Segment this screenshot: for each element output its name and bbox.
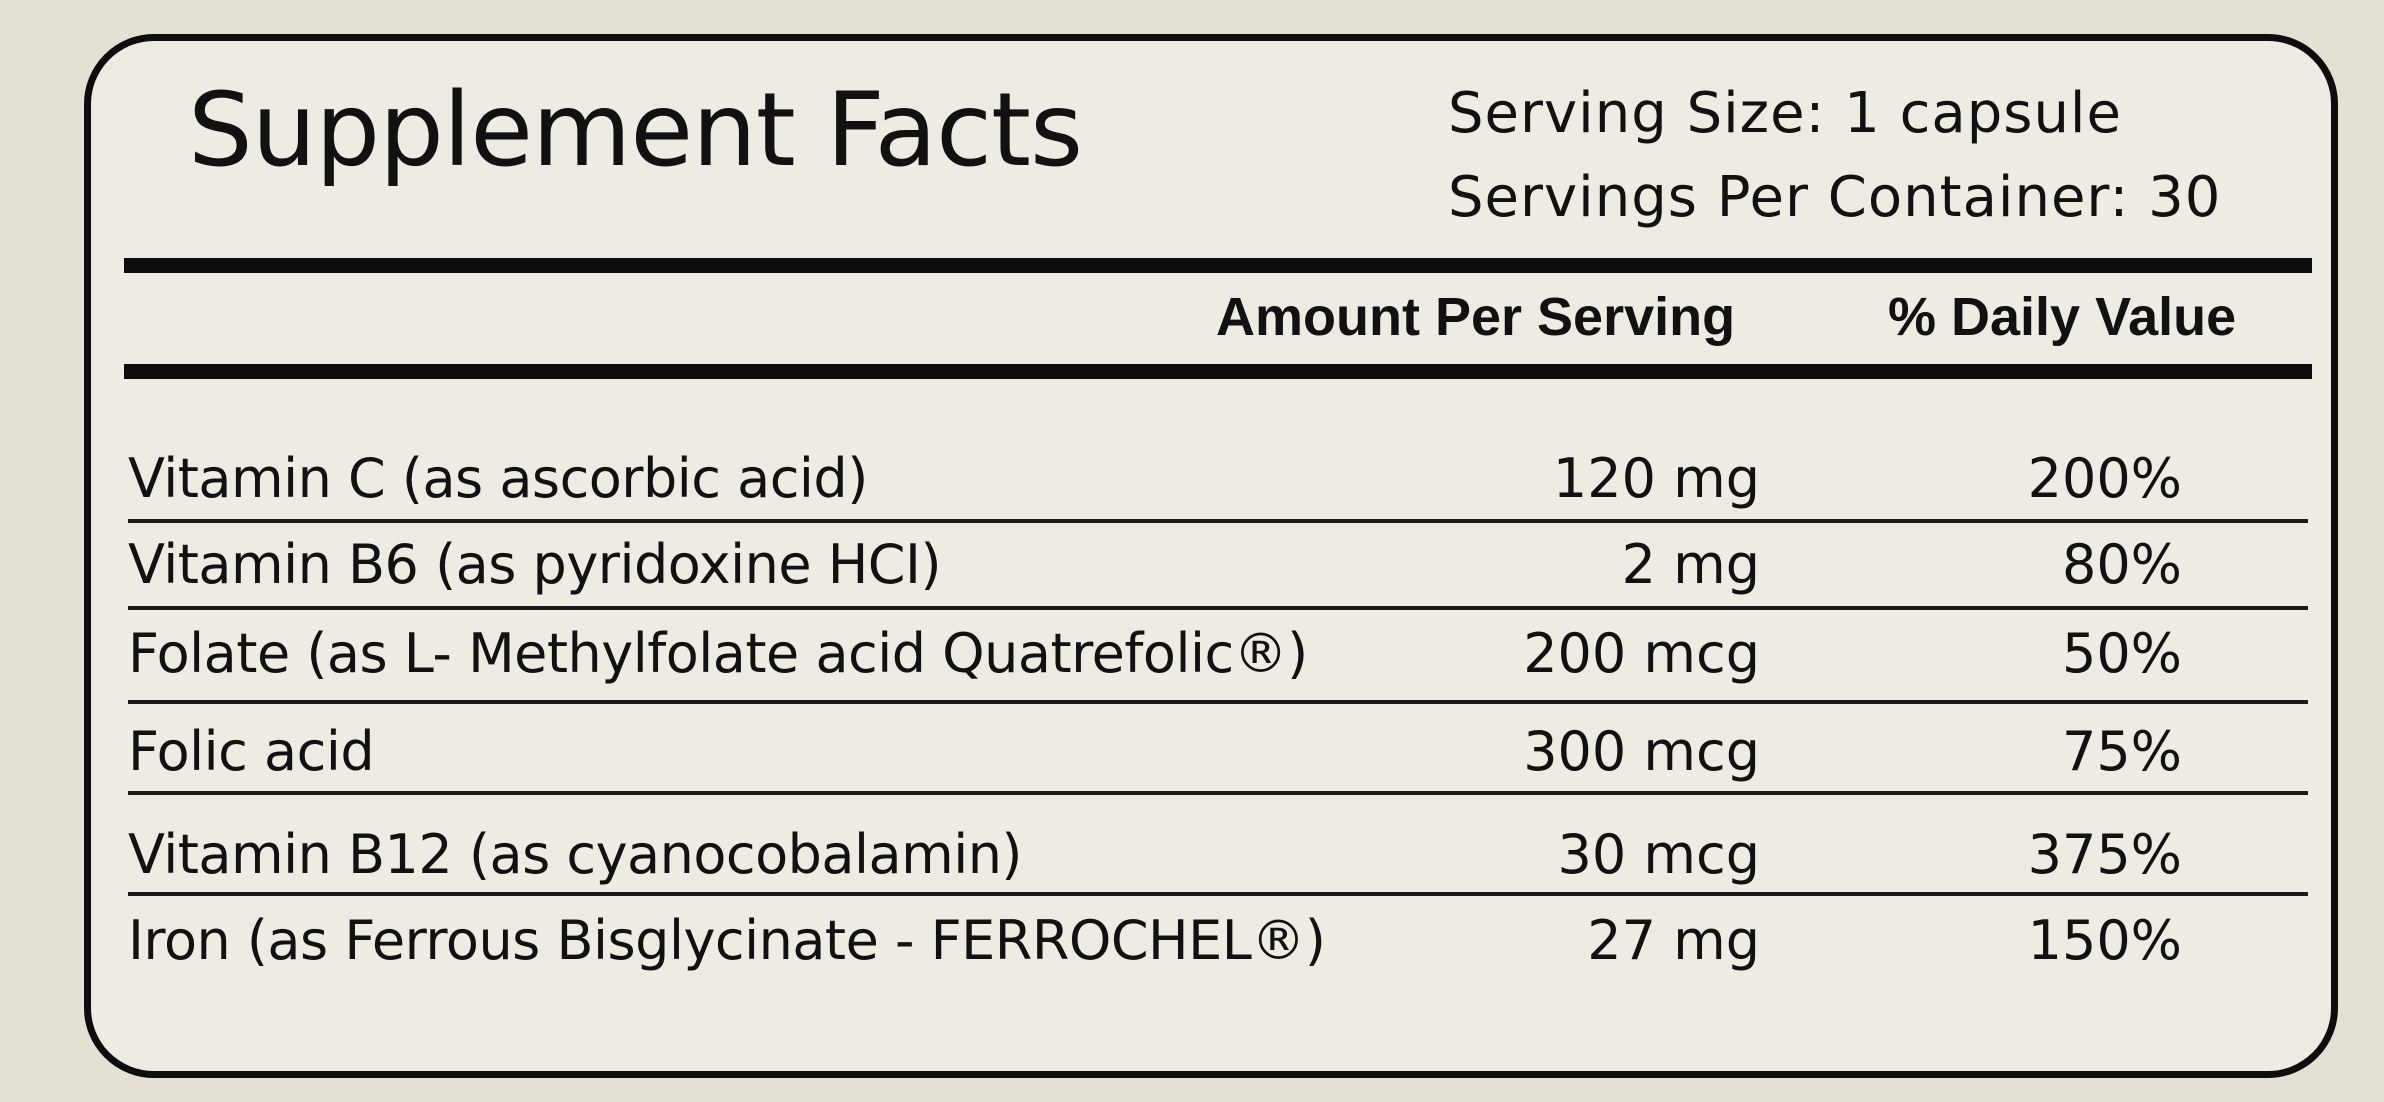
nutrient-row: Folate (as L- Methylfolate acid Quatrefo… bbox=[0, 619, 2384, 689]
row-divider bbox=[128, 519, 2308, 523]
nutrient-row: Vitamin B12 (as cyanocobalamin) 30 mcg 375… bbox=[0, 820, 2384, 890]
nutrient-amount: 27 mg bbox=[1587, 909, 1760, 972]
nutrient-daily-value: 375% bbox=[2027, 823, 2182, 886]
top-thick-rule bbox=[124, 258, 2312, 273]
row-divider bbox=[128, 892, 2308, 896]
header-thick-rule bbox=[124, 364, 2312, 379]
nutrient-row: Iron (as Ferrous Bisglycinate - FERROCHE… bbox=[0, 906, 2384, 976]
row-divider bbox=[128, 791, 2308, 795]
nutrient-daily-value: 200% bbox=[2027, 447, 2182, 510]
serving-size: Serving Size: 1 capsule bbox=[1448, 81, 2122, 146]
nutrient-amount: 200 mcg bbox=[1523, 622, 1760, 685]
nutrient-daily-value: 50% bbox=[2061, 622, 2182, 685]
nutrient-row: Vitamin C (as ascorbic acid) 120 mg 200% bbox=[0, 444, 2384, 514]
nutrient-daily-value: 80% bbox=[2061, 533, 2182, 596]
nutrient-row: Folic acid 300 mcg 75% bbox=[0, 717, 2384, 787]
nutrient-amount: 2 mg bbox=[1621, 533, 1760, 596]
nutrient-name: Vitamin C (as ascorbic acid) bbox=[128, 447, 868, 510]
nutrient-amount: 120 mg bbox=[1552, 447, 1760, 510]
nutrient-name: Folic acid bbox=[128, 720, 375, 783]
label-title: Supplement Facts bbox=[188, 71, 1083, 190]
nutrient-name: Vitamin B12 (as cyanocobalamin) bbox=[128, 823, 1022, 886]
row-divider bbox=[128, 606, 2308, 610]
nutrient-name: Iron (as Ferrous Bisglycinate - FERROCHE… bbox=[128, 909, 1326, 972]
header-daily-value: % Daily Value bbox=[1888, 287, 2237, 347]
supplement-facts-panel bbox=[84, 34, 2338, 1078]
nutrient-name: Vitamin B6 (as pyridoxine HCI) bbox=[128, 533, 942, 596]
nutrient-amount: 30 mcg bbox=[1557, 823, 1760, 886]
nutrient-name: Folate (as L- Methylfolate acid Quatrefo… bbox=[128, 622, 1308, 685]
nutrient-daily-value: 75% bbox=[2061, 720, 2182, 783]
nutrient-row: Vitamin B6 (as pyridoxine HCI) 2 mg 80% bbox=[0, 530, 2384, 600]
nutrient-amount: 300 mcg bbox=[1523, 720, 1760, 783]
row-divider bbox=[128, 700, 2308, 704]
servings-per-container: Servings Per Container: 30 bbox=[1448, 165, 2222, 230]
header-amount: Amount Per Serving bbox=[1216, 287, 1736, 347]
nutrient-daily-value: 150% bbox=[2027, 909, 2182, 972]
